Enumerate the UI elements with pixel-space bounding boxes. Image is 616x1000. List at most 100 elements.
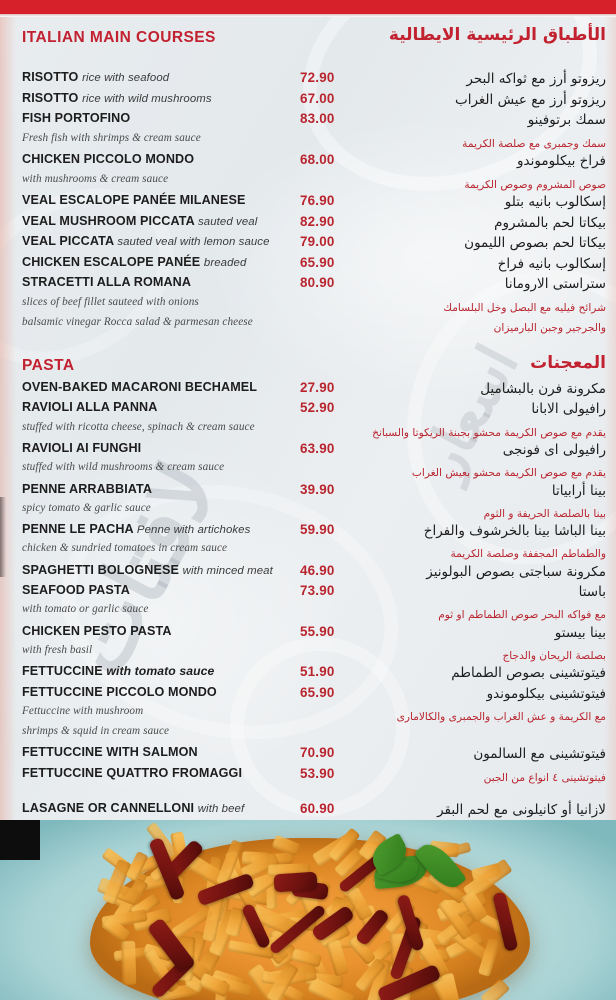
menu-item-row: RAVIOLI AI FUNGHI 63.90 xyxy=(22,441,334,461)
menu-item-row: FETTUCCINE QUATTRO FROMAGGI 53.90 xyxy=(22,766,334,786)
menu-item-arabic: بينا بيستو xyxy=(336,624,606,643)
item-name-arabic: لازانيا أو كانيلونى مع لحم البقر xyxy=(437,802,606,819)
item-price: 65.90 xyxy=(300,254,335,270)
menu-item-description: slices of beef fillet sauteed with onion… xyxy=(22,296,334,316)
item-description-text: with mushrooms & cream sauce xyxy=(22,172,169,185)
menu-item-row: PENNE LE PACHA Penne with artichokes 59.9… xyxy=(22,522,334,542)
item-name-main: FISH PORTOFINO xyxy=(22,111,131,125)
item-description-text: with tomato or garlic sauce xyxy=(22,603,149,616)
menu-item-row: RAVIOLI ALLA PANNA 52.90 xyxy=(22,400,334,420)
item-price: 79.00 xyxy=(300,234,335,249)
item-description-text: Fettuccine with mushroom xyxy=(22,704,144,717)
item-name: FETTUCCINE PICCOLO MONDO xyxy=(22,685,217,699)
menu-item-arabic: مكرونة فرن بالبشاميل xyxy=(336,380,606,399)
menu-item-description: balsamic vinegar Rocca salad & parmesan … xyxy=(22,316,334,336)
menu-item-row: RISOTTO rice with seafood 72.90 xyxy=(22,70,334,90)
item-description-text: stuffed with ricotta cheese, spinach & c… xyxy=(22,420,255,433)
item-name-arabic: صوص المشروم وصوص الكريمة xyxy=(464,178,606,191)
menu-item-arabic: ستراستى الارومانا xyxy=(336,275,606,294)
item-name-arabic: ريزوتو أرز مع ثواكه البحر xyxy=(466,71,606,87)
item-name-arabic: يقدم مع صوص الكريمة محشو بجبنة الريكوتا … xyxy=(372,426,606,439)
item-name-arabic: بينا الباشا بينا بالخرشوف والفراخ xyxy=(423,523,606,540)
item-name-main: SEAFOOD PASTA xyxy=(22,583,130,597)
item-description-text: balsamic vinegar Rocca salad & parmesan … xyxy=(22,316,253,328)
item-name-main: VEAL PICCATA xyxy=(22,234,114,248)
menu-item-row: FISH PORTOFINO 83.00 xyxy=(22,111,334,131)
item-price: 72.90 xyxy=(300,70,335,85)
item-name-main: FETTUCCINE PICCOLO MONDO xyxy=(22,684,217,699)
item-description-text: spicy tomato & garlic sauce xyxy=(22,501,151,514)
item-name: SPAGHETTI BOLOGNESE with minced meat xyxy=(22,563,273,577)
item-name-main: RAVIOLI ALLA PANNA xyxy=(22,400,158,415)
menu-item-description: with mushrooms & cream sauce xyxy=(22,173,334,193)
item-name-arabic: شرائح فيليه مع البصل وخل البلسامك xyxy=(443,301,606,314)
item-name-main: VEAL MUSHROOM PICCATA xyxy=(22,213,195,228)
menu-item-description: stuffed with ricotta cheese, spinach & c… xyxy=(22,421,334,441)
item-name-arabic: مكرونة فرن بالبشاميل xyxy=(480,381,606,397)
menu-item-arabic: يقدم مع صوص الكريمة محشو بجبنة الريكوتا … xyxy=(336,423,606,442)
item-price: 39.90 xyxy=(300,481,335,497)
item-name-main: STRACETTI ALLA ROMANA xyxy=(22,275,192,289)
menu-item-row: CHICKEN PESTO PASTA 55.90 xyxy=(22,624,334,644)
menu-item-arabic: والطماطم المجففة وصلصة الكريمة xyxy=(336,544,606,563)
menu-item-row: VEAL PICCATA sauted veal with lemon sauc… xyxy=(22,234,334,254)
menu-item-arabic: مع فواكه البحر صوص الطماطم او ثوم xyxy=(336,605,606,624)
item-price: 55.90 xyxy=(300,623,335,639)
menu-item-arabic: بينا الباشا بينا بالخرشوف والفراخ xyxy=(336,522,606,541)
item-name-arabic: بينا أرابياتا xyxy=(551,482,606,499)
item-name-arabic: رافيولى اى فونجى xyxy=(502,441,606,458)
left-edge-dark xyxy=(0,497,6,577)
item-price: 53.90 xyxy=(300,765,335,781)
item-name: OVEN-BAKED MACARONI BECHAMEL xyxy=(22,380,257,394)
menu-item-row: STRACETTI ALLA ROMANA 80.90 xyxy=(22,275,334,295)
menu-item-arabic: بيكاتا لحم بصوص الليمون xyxy=(336,234,606,253)
item-name-arabic: فيتوتشينى ٤ انواع من الجبن xyxy=(483,771,606,784)
item-name-qualifier: with minced meat xyxy=(182,564,273,577)
item-name-arabic: بيكاتا لحم بالمشروم xyxy=(494,214,606,231)
menu-item-arabic: فيتوتشينى بصوص الطماطم xyxy=(336,664,606,683)
item-name-arabic: سمك وجمبرى مع صلصة الكريمة xyxy=(462,137,606,150)
menu-item-arabic: إسكالوب بانيه بتلو xyxy=(336,193,606,212)
menu-item-description: shrimps & squid in cream sauce xyxy=(22,725,334,745)
right-edge-shade xyxy=(604,17,616,820)
pasta-mound xyxy=(90,822,530,1000)
item-name-arabic: ريزوتو أرز مع عيش الغراب xyxy=(455,91,606,108)
item-name-main: CHICKEN PICCOLO MONDO xyxy=(22,152,195,166)
item-name-arabic: بصلصة الريحان والدجاج xyxy=(502,649,606,662)
menu-item-arabic: شرائح فيليه مع البصل وخل البلسامك xyxy=(336,298,606,317)
menu-item-arabic: فراخ بيكلوموندو xyxy=(336,152,606,171)
item-name: VEAL ESCALOPE PANÉE MILANESE xyxy=(22,193,245,207)
item-name-main: FETTUCCINE WITH SALMON xyxy=(22,745,198,760)
item-price: 82.90 xyxy=(300,213,335,229)
item-name: FETTUCCINE QUATTRO FROMAGGI xyxy=(22,766,242,780)
item-price: 68.00 xyxy=(300,152,335,167)
menu-item-arabic: بينا أرابياتا xyxy=(336,482,606,501)
item-name-arabic: فيتوتشينى بيكلوموندو xyxy=(486,685,606,702)
item-price: 80.90 xyxy=(300,275,335,290)
item-price: 83.00 xyxy=(300,111,335,126)
top-red-bar xyxy=(0,0,616,14)
menu-item-row: LASAGNE OR CANNELLONI with beef 60.90 xyxy=(22,801,334,820)
item-name-arabic: بينا بيستو xyxy=(554,624,606,641)
item-name-arabic: بيكاتا لحم بصوص الليمون xyxy=(464,235,606,251)
item-name-main: CHICKEN ESCALOPE PANÉE xyxy=(22,254,201,269)
item-price: 70.90 xyxy=(300,745,335,761)
menu-item-row: VEAL MUSHROOM PICCATA sauted veal 82.90 xyxy=(22,214,334,234)
menu-item-arabic: صوص المشروم وصوص الكريمة xyxy=(336,175,606,194)
menu-item-description: with fresh basil xyxy=(22,644,334,664)
menu-item-row: CHICKEN ESCALOPE PANÉE breaded 65.90 xyxy=(22,255,334,275)
menu-item-arabic: مكرونة سباجتى بصوص البولونيز xyxy=(336,563,606,582)
item-name-main: RAVIOLI AI FUNGHI xyxy=(22,440,142,455)
menu-item-description: Fettuccine with mushroom xyxy=(22,705,334,725)
item-name: RISOTTO rice with wild mushrooms xyxy=(22,91,212,105)
item-price: 60.90 xyxy=(300,801,335,817)
item-name-main: OVEN-BAKED MACARONI BECHAMEL xyxy=(22,380,258,394)
section-title-ar-pasta: المعجنات xyxy=(530,353,606,373)
item-name-arabic: فيتوتشينى مع السالمون xyxy=(473,746,606,763)
item-name-main: RISOTTO xyxy=(22,90,79,105)
menu-item-arabic: بينا بالصلصة الحريفة و الثوم xyxy=(336,504,606,523)
menu-item-arabic: سمك وجمبرى مع صلصة الكريمة xyxy=(336,134,606,153)
item-name-qualifier: breaded xyxy=(203,256,247,269)
item-name: SEAFOOD PASTA xyxy=(22,583,130,597)
item-name-arabic: فراخ بيكلوموندو xyxy=(517,153,606,169)
